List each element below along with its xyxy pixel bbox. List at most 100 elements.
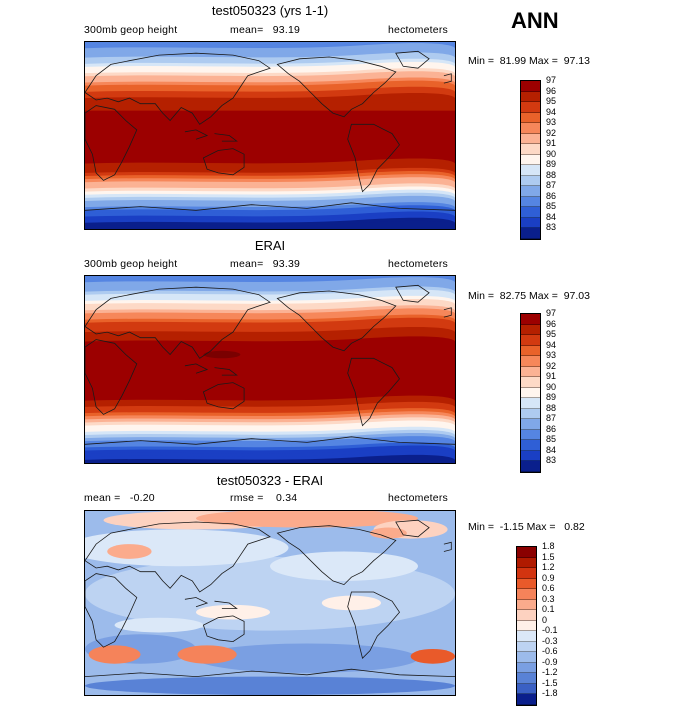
coastline xyxy=(214,600,238,609)
coastline xyxy=(443,73,452,84)
colorbar-swatch xyxy=(521,345,540,356)
coastline xyxy=(347,357,400,427)
colorbar-tick-label: -0.9 xyxy=(542,656,558,667)
colorbar-tick-label: 0.3 xyxy=(542,593,555,604)
colorbar-tick-label: 96 xyxy=(546,85,557,96)
colorbar-tick-label: 84 xyxy=(546,211,557,222)
colorbar-swatch xyxy=(521,196,540,207)
panel-1-title: test050323 (yrs 1-1) xyxy=(211,3,329,18)
colorbar-tick-label: 0 xyxy=(542,614,548,625)
colorbar-tick-label: -1.2 xyxy=(542,667,558,677)
coastline-group xyxy=(85,50,455,211)
colorbar-swatch xyxy=(521,335,540,346)
coastline xyxy=(276,525,397,586)
colorbar-swatch xyxy=(517,599,536,610)
colorbar-tick-label: -0.6 xyxy=(542,646,558,656)
panel-3-mean-label: mean = -0.20 xyxy=(84,492,155,504)
colorbar-swatch xyxy=(517,641,536,652)
field-bands xyxy=(85,42,455,229)
coastline xyxy=(85,573,138,648)
colorbar-tick-label: 92 xyxy=(546,127,557,138)
colorbar-tick-label: 94 xyxy=(546,106,557,117)
coastline xyxy=(184,597,209,608)
colorbar-tick-label: 95 xyxy=(546,96,557,106)
colorbar-swatch xyxy=(521,377,540,388)
coastline xyxy=(202,148,245,176)
colorbar-tick-label: 93 xyxy=(546,117,557,127)
panel-1-mean-label: mean= 93.19 xyxy=(230,24,301,36)
coastline xyxy=(85,668,455,678)
panel-2-mean-label: mean= 93.39 xyxy=(230,258,301,270)
colorbar-tick-label: 84 xyxy=(546,444,557,455)
coastline xyxy=(276,56,397,118)
colorbar-swatch xyxy=(517,568,536,579)
panel-3-rmse-label: rmse = 0.34 xyxy=(230,492,298,504)
panel-2-units-label: hectometers xyxy=(388,258,448,270)
coastline-group xyxy=(85,284,455,445)
colorbar-tick-label: 85 xyxy=(546,201,557,211)
colorbar-tick-label: 0.1 xyxy=(542,604,555,614)
colorbar-swatch xyxy=(517,662,536,673)
coastline xyxy=(395,519,430,538)
coastline xyxy=(202,382,245,410)
colorbar-tick-label: 83 xyxy=(546,222,557,232)
coastline xyxy=(347,123,400,193)
coastline xyxy=(214,367,238,376)
colorbar-tick-label: 87 xyxy=(546,180,557,190)
colorbar-swatch xyxy=(521,112,540,123)
colorbar-swatch xyxy=(517,673,536,684)
colorbar-tick-label: -1.5 xyxy=(542,677,558,688)
colorbar-swatch xyxy=(521,133,540,144)
colorbar-tick-label: 89 xyxy=(546,392,557,402)
colorbar-swatch xyxy=(521,314,540,325)
colorbar-swatch xyxy=(521,429,540,440)
coastline xyxy=(85,436,455,445)
field-band xyxy=(85,454,455,463)
colorbar-tick-label: 91 xyxy=(546,371,557,381)
field-band xyxy=(85,336,455,347)
coastline xyxy=(202,615,245,643)
colorbar-swatch xyxy=(521,123,540,134)
coastline xyxy=(443,541,452,552)
panel-3-units-label: hectometers xyxy=(388,492,448,504)
colorbar-tick-label: 88 xyxy=(546,169,557,180)
colorbar-swatches xyxy=(516,546,537,706)
diff-anomaly xyxy=(270,551,418,581)
coastline xyxy=(184,363,209,374)
colorbar-tick-label: 97 xyxy=(546,75,557,85)
panel-1-minmax: Min = 81.99 Max = 97.13 xyxy=(468,55,590,67)
coastline xyxy=(85,202,455,211)
colorbar-swatch xyxy=(517,694,536,705)
colorbar-swatch xyxy=(521,175,540,186)
diff-anomaly xyxy=(196,511,418,528)
colorbar-swatch xyxy=(521,186,540,197)
diff-anomaly xyxy=(196,604,270,620)
coastline xyxy=(85,339,138,415)
colorbar-swatch xyxy=(521,450,540,461)
colorbar-tick-label: 88 xyxy=(546,402,557,413)
panel-3-title: test050323 - ERAI xyxy=(216,473,324,488)
diff-anomaly xyxy=(321,595,381,611)
colorbar-swatch xyxy=(517,589,536,600)
colorbar-tick-label: -1.8 xyxy=(542,688,558,698)
colorbar-tick-label: 93 xyxy=(546,350,557,360)
colorbar-swatch xyxy=(521,154,540,165)
diff-anomaly xyxy=(177,645,237,664)
coastline xyxy=(214,133,238,142)
diff-anomaly xyxy=(107,544,152,559)
colorbar-swatch xyxy=(521,419,540,430)
panel-3-minmax: Min = -1.15 Max = 0.82 xyxy=(468,521,585,533)
colorbar-tick-label: 90 xyxy=(546,381,557,392)
colorbar-swatch xyxy=(517,683,536,694)
coastline xyxy=(184,129,209,140)
coastline xyxy=(347,591,401,659)
coastline xyxy=(443,307,452,318)
colorbar-swatch xyxy=(517,620,536,631)
colorbar-swatch xyxy=(517,652,536,663)
coastline-group xyxy=(85,519,455,678)
panel-2-variable-label: 300mb geop height xyxy=(84,258,178,270)
colorbar-swatch xyxy=(521,366,540,377)
colorbar-swatch xyxy=(517,610,536,621)
diff-anomaly xyxy=(196,643,418,673)
colorbar-swatch xyxy=(521,91,540,102)
